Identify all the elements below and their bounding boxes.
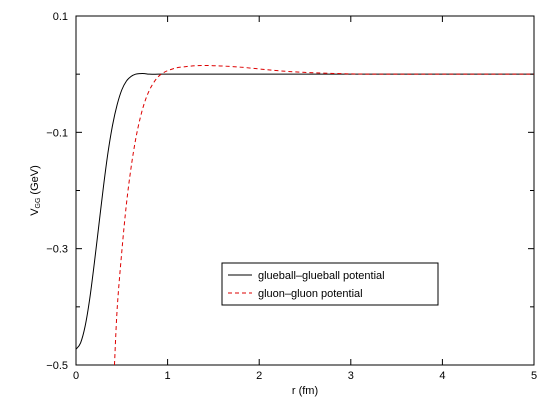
y-axis-label: VGG (GeV) xyxy=(29,165,42,216)
legend-label-gluon: gluon–gluon potential xyxy=(258,288,363,300)
glueball-potential-line xyxy=(76,73,534,350)
legend-box xyxy=(221,262,439,306)
axis-ticks: 0 1 2 3 4 5 −0.5 −0.3 −0.1 0.1 xyxy=(46,11,537,382)
y-tick-label: 0.1 xyxy=(53,11,68,23)
plot-frame xyxy=(75,15,535,366)
x-tick-label: 1 xyxy=(165,370,171,382)
y-tick-label: −0.5 xyxy=(46,360,68,372)
x-tick-label: 4 xyxy=(439,370,445,382)
svg-text:VGG(GeV): VGG (GeV) xyxy=(29,165,42,216)
gluon-potential-line xyxy=(113,64,534,365)
x-tick-label: 3 xyxy=(348,370,354,382)
y-tick-label: −0.3 xyxy=(46,244,68,256)
legend-label-glueball: glueball–glueball potential xyxy=(258,270,385,282)
legend: glueball–glueball potential gluon–gluon … xyxy=(221,262,439,306)
x-tick-label: 5 xyxy=(531,370,537,382)
series-lines xyxy=(76,64,534,365)
y-axis-label-main: V xyxy=(29,208,41,216)
x-axis-label: r (fm) xyxy=(292,385,318,397)
y-axis-label-subscript: GG xyxy=(35,198,42,209)
y-tick-label: −0.1 xyxy=(46,127,68,139)
y-axis-label-unit: (GeV) xyxy=(29,165,41,194)
x-tick-label: 0 xyxy=(73,370,79,382)
x-tick-label: 2 xyxy=(256,370,262,382)
